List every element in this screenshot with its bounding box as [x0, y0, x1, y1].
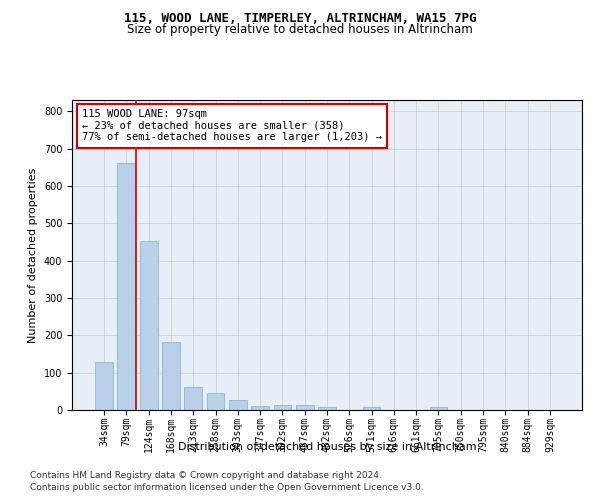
Y-axis label: Number of detached properties: Number of detached properties — [28, 168, 38, 342]
Bar — [296, 405, 314, 410]
Text: Contains public sector information licensed under the Open Government Licence v3: Contains public sector information licen… — [30, 484, 424, 492]
Text: Size of property relative to detached houses in Altrincham: Size of property relative to detached ho… — [127, 22, 473, 36]
Bar — [206, 393, 224, 410]
Bar — [430, 407, 448, 410]
Bar — [229, 400, 247, 410]
Bar — [362, 407, 380, 410]
Bar — [162, 342, 180, 410]
Bar — [95, 362, 113, 410]
Text: Distribution of detached houses by size in Altrincham: Distribution of detached houses by size … — [178, 442, 476, 452]
Bar — [274, 405, 292, 410]
Bar — [184, 387, 202, 410]
Bar — [140, 241, 158, 410]
Text: Contains HM Land Registry data © Crown copyright and database right 2024.: Contains HM Land Registry data © Crown c… — [30, 471, 382, 480]
Text: 115 WOOD LANE: 97sqm
← 23% of detached houses are smaller (358)
77% of semi-deta: 115 WOOD LANE: 97sqm ← 23% of detached h… — [82, 110, 382, 142]
Bar — [251, 406, 269, 410]
Bar — [318, 407, 336, 410]
Bar — [118, 164, 136, 410]
Text: 115, WOOD LANE, TIMPERLEY, ALTRINCHAM, WA15 7PG: 115, WOOD LANE, TIMPERLEY, ALTRINCHAM, W… — [124, 12, 476, 26]
